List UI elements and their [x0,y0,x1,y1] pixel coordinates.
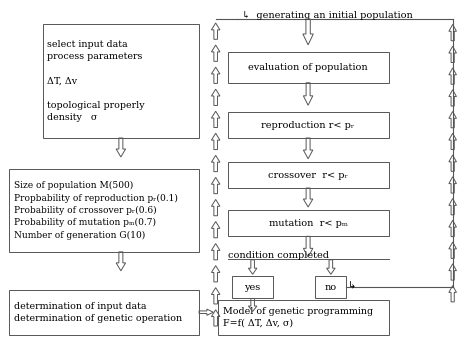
Text: yes: yes [244,283,261,292]
Text: reproduction r< pᵣ: reproduction r< pᵣ [262,120,355,130]
Text: Model of genetic programming
F=f( ΔT, Δv, σ): Model of genetic programming F=f( ΔT, Δv… [223,307,373,328]
FancyBboxPatch shape [228,52,389,83]
Text: select input data
process parameters

ΔT, Δv

topological properly
density   σ: select input data process parameters ΔT,… [47,40,145,122]
FancyBboxPatch shape [228,112,389,138]
FancyBboxPatch shape [228,162,389,188]
Text: no: no [325,283,337,292]
FancyBboxPatch shape [232,276,273,298]
Text: Size of population M(500)
Propbability of reproduction pᵣ(0.1)
Probability of cr: Size of population M(500) Propbability o… [14,181,178,240]
Text: mutation  r< pₘ: mutation r< pₘ [269,219,347,228]
FancyBboxPatch shape [9,169,199,252]
FancyBboxPatch shape [228,210,389,236]
Text: evaluation of population: evaluation of population [248,63,368,72]
Text: ↳: ↳ [348,281,356,291]
FancyBboxPatch shape [9,290,199,335]
Text: crossover  r< pᵣ: crossover r< pᵣ [268,170,348,180]
FancyBboxPatch shape [43,24,199,138]
Text: determination of input data
determination of genetic operation: determination of input data determinatio… [14,302,182,323]
Text: condition completed: condition completed [228,251,328,260]
Text: ↳  generating an initial population: ↳ generating an initial population [242,11,412,20]
FancyBboxPatch shape [315,276,346,298]
FancyBboxPatch shape [218,300,389,335]
